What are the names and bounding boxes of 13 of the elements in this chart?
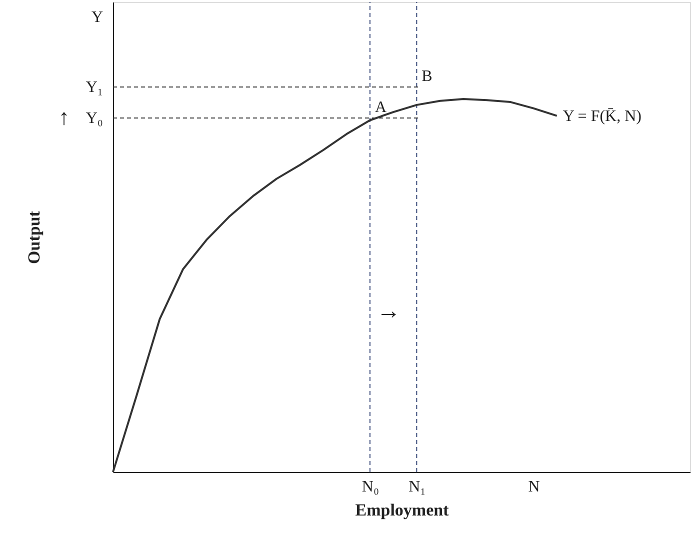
text: ↑ (58, 104, 70, 130)
annotation: A (374, 99, 387, 116)
x-tick-label: N₀ (362, 478, 380, 496)
annotation: → (376, 298, 401, 325)
text: Y (91, 8, 104, 26)
x-axis-title: Employment (355, 500, 450, 520)
annotation: B (422, 68, 432, 86)
x-tick-label: N (528, 478, 540, 496)
x-tick-label: N₁ (408, 478, 426, 496)
annotation: Y = F(K̄, N) (562, 108, 642, 125)
y-axis-title: Output (24, 210, 44, 264)
ref-line-label: Y₀ (86, 110, 103, 128)
ref-line-label: Y₁ (86, 79, 103, 96)
